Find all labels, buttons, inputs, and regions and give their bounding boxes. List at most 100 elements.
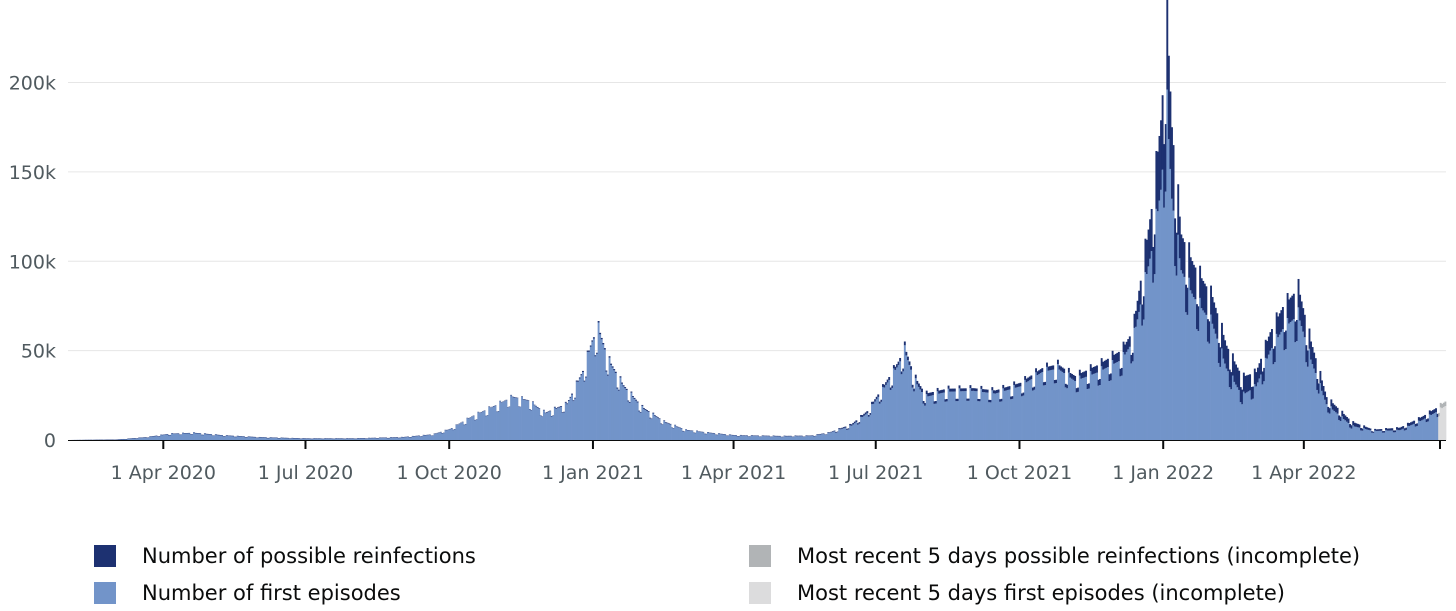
bar-reinfections <box>669 423 672 425</box>
bar-first-episodes <box>533 405 536 440</box>
bar-reinfections <box>1281 307 1284 330</box>
bar-first-episodes <box>416 436 419 440</box>
bar-reinfections <box>591 340 594 342</box>
bar-first-episodes <box>174 433 177 440</box>
bar-reinfections <box>574 397 577 399</box>
bar-reinfections <box>978 399 981 402</box>
bar-first-episodes <box>299 438 302 440</box>
bar-reinfections <box>1003 387 1006 391</box>
bar-first-episodes <box>1239 402 1242 440</box>
bar-first-episodes <box>277 438 280 440</box>
bar-first-episodes <box>514 397 517 440</box>
bar-first-episodes <box>835 432 838 440</box>
bar-first-episodes <box>1110 380 1113 440</box>
bar-reinfections <box>958 385 961 389</box>
bar-reinfections <box>544 412 547 414</box>
bar-first-episodes <box>755 435 758 440</box>
bar-first-episodes <box>655 417 658 440</box>
bar-reinfections <box>1244 375 1247 394</box>
bar-reinfections <box>1075 388 1078 393</box>
bar-reinfections <box>550 415 553 417</box>
bar-reinfections <box>849 423 852 426</box>
bar-reinfections <box>975 388 978 392</box>
bar-reinfections <box>1155 150 1158 209</box>
bar-first-episodes <box>1213 328 1216 440</box>
bar-first-episodes <box>939 393 942 440</box>
bar-first-episodes <box>871 404 873 440</box>
bar-first-episodes <box>453 429 456 440</box>
bar-reinfections <box>642 407 645 409</box>
bar-first-episodes <box>1202 310 1205 440</box>
bar-first-episodes <box>1308 348 1311 440</box>
bar-first-episodes <box>700 432 703 440</box>
bar-reinfections <box>578 377 581 379</box>
bar-reinfections <box>878 401 881 404</box>
bar-first-episodes <box>128 438 131 440</box>
bar-first-episodes <box>858 423 861 440</box>
bar-first-episodes <box>794 436 797 440</box>
bar-reinfections <box>1439 402 1442 408</box>
bar-first-episodes <box>624 388 627 440</box>
bar-first-episodes <box>392 437 395 440</box>
bar-first-episodes <box>569 397 572 440</box>
bar-reinfections <box>1335 406 1337 413</box>
bar-reinfections <box>616 387 619 389</box>
bar-first-episodes <box>557 408 559 440</box>
bar-first-episodes <box>891 387 894 440</box>
bar-first-episodes <box>846 429 848 440</box>
bar-first-episodes <box>752 435 755 440</box>
bar-first-episodes <box>972 390 975 440</box>
bar-first-episodes <box>444 430 447 440</box>
bar-first-episodes <box>714 434 717 440</box>
bar-reinfections <box>525 399 528 401</box>
bar-first-episodes <box>841 428 844 440</box>
bar-first-episodes <box>449 429 452 440</box>
bar-reinfections <box>1306 350 1309 367</box>
bar-first-episodes <box>205 433 208 440</box>
bar-first-episodes <box>917 386 920 440</box>
bar-first-episodes <box>475 419 478 440</box>
bar-first-episodes <box>978 401 981 440</box>
bar-reinfections <box>972 388 975 391</box>
bar-first-episodes <box>1141 325 1144 440</box>
bar-reinfections <box>1394 430 1397 433</box>
bar-first-episodes <box>856 424 859 440</box>
bar-first-episodes <box>186 433 189 440</box>
bar-reinfections <box>911 384 914 388</box>
bar-first-episodes <box>547 411 550 440</box>
bar-first-episodes <box>386 438 389 440</box>
bar-first-episodes <box>219 435 222 440</box>
bar-first-episodes <box>1133 327 1136 440</box>
bar-first-episodes <box>769 436 772 440</box>
bar-first-episodes <box>494 405 497 440</box>
bar-first-episodes <box>611 367 614 440</box>
bar-first-episodes <box>644 409 647 440</box>
bar-first-episodes <box>1136 319 1139 440</box>
bar-first-episodes <box>685 429 688 440</box>
bar-reinfections <box>1111 350 1114 361</box>
bar-first-episodes <box>536 407 539 440</box>
bar-first-episodes <box>1386 430 1389 440</box>
bar-first-episodes <box>1108 380 1111 440</box>
bar-first-episodes <box>574 398 577 440</box>
bar-first-episodes <box>285 438 288 440</box>
bar-reinfections <box>1247 374 1250 392</box>
bar-reinfections <box>894 366 897 370</box>
bar-reinfections <box>1175 232 1178 276</box>
bar-reinfections <box>1022 392 1025 396</box>
bar-first-episodes <box>817 434 820 440</box>
bar-first-episodes <box>916 384 919 440</box>
bar-first-episodes <box>781 437 784 440</box>
bar-first-episodes <box>1305 362 1308 440</box>
bar-first-episodes <box>513 397 516 440</box>
bar-first-episodes <box>816 434 819 440</box>
bar-first-episodes <box>903 345 906 440</box>
bar-first-episodes <box>147 437 150 440</box>
bar-reinfections <box>819 433 822 435</box>
bar-first-episodes <box>974 391 977 440</box>
bar-first-episodes <box>1405 429 1408 440</box>
bar-first-episodes <box>1058 369 1061 440</box>
bar-reinfections <box>1191 261 1194 294</box>
bar-first-episodes <box>877 396 880 440</box>
bar-reinfections <box>1396 427 1398 430</box>
